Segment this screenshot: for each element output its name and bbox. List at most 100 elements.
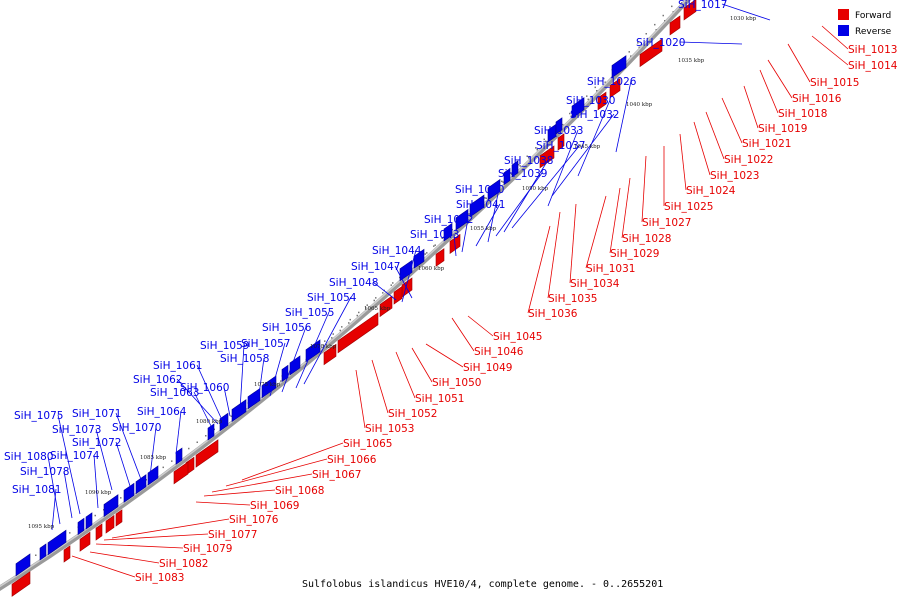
label-leader-line <box>47 455 61 525</box>
gene-label[interactable]: SiH_1038 <box>504 155 553 167</box>
gene-label[interactable]: SiH_1048 <box>329 277 378 289</box>
gene-label[interactable]: SiH_1054 <box>307 292 357 304</box>
gene-label[interactable]: SiH_1070 <box>112 422 161 434</box>
gene-label[interactable]: SiH_1018 <box>778 108 827 120</box>
reverse-gene-block <box>77 517 85 536</box>
label-leader-line <box>211 473 313 493</box>
gene-label[interactable]: SiH_1066 <box>327 454 377 466</box>
tick-dot <box>205 435 207 437</box>
gene-label[interactable]: SiH_1020 <box>636 37 685 49</box>
gene-label[interactable]: SiH_1074 <box>50 450 100 462</box>
gene-label[interactable]: SiH_1049 <box>463 362 512 374</box>
gene-label[interactable]: SiH_1013 <box>848 44 897 56</box>
gene-label[interactable]: SiH_1040 <box>455 184 504 196</box>
gene-label[interactable]: SiH_1044 <box>372 245 422 257</box>
gene-label[interactable]: SiH_1062 <box>133 374 182 386</box>
gene-label[interactable]: SiH_1046 <box>474 346 524 358</box>
gene-label[interactable]: SiH_1055 <box>285 307 334 319</box>
gene-label[interactable]: SiH_1031 <box>586 263 635 275</box>
gene-label[interactable]: SiH_1026 <box>587 76 637 88</box>
gene-label[interactable]: SiH_1056 <box>262 322 312 334</box>
tick-dot <box>535 147 537 149</box>
gene-label[interactable]: SiH_1017 <box>678 0 727 11</box>
gene-label[interactable]: SiH_1028 <box>622 233 671 245</box>
label-leader-line <box>269 342 286 397</box>
gene-label[interactable]: SiH_1032 <box>570 109 619 121</box>
gene-label[interactable]: SiH_1078 <box>20 466 69 478</box>
reverse-gene-block <box>85 512 93 530</box>
label-leader-line <box>175 410 182 455</box>
tick-dot <box>280 380 282 382</box>
gene-label[interactable]: SiH_1075 <box>14 410 63 422</box>
gene-label[interactable]: SiH_1060 <box>180 382 229 394</box>
gene-label[interactable]: SiH_1042 <box>424 214 473 226</box>
gene-label[interactable]: SiH_1043 <box>410 229 459 241</box>
gene-label[interactable]: SiH_1080 <box>4 451 53 463</box>
gene-label[interactable]: SiH_1083 <box>135 572 184 584</box>
gene-label[interactable]: SiH_1024 <box>686 185 736 197</box>
label-leader-line <box>176 378 219 425</box>
tick-dot <box>426 252 428 254</box>
gene-label[interactable]: SiH_1034 <box>570 278 620 290</box>
label-leader-line <box>401 249 417 303</box>
gene-label[interactable]: SiH_1069 <box>250 500 299 512</box>
reverse-gene-block <box>469 194 485 218</box>
gene-label[interactable]: SiH_1029 <box>610 248 659 260</box>
gene-label[interactable]: SiH_1037 <box>536 140 585 152</box>
forward-gene-block <box>337 312 379 354</box>
gene-label[interactable]: SiH_1051 <box>415 393 464 405</box>
label-leader-line <box>679 133 687 191</box>
gene-label[interactable]: SiH_1039 <box>498 168 547 180</box>
gene-label[interactable]: SiH_1045 <box>493 331 542 343</box>
gene-label[interactable]: SiH_1015 <box>810 77 859 89</box>
gene-label[interactable]: SiH_1022 <box>724 154 773 166</box>
gene-label[interactable]: SiH_1053 <box>365 423 414 435</box>
gene-label[interactable]: SiH_1079 <box>183 543 232 555</box>
label-leader-line <box>641 155 647 223</box>
gene-label[interactable]: SiH_1014 <box>848 60 898 72</box>
gene-label[interactable]: SiH_1065 <box>343 438 392 450</box>
gene-label[interactable]: SiH_1063 <box>150 387 199 399</box>
gene-label[interactable]: SiH_1064 <box>137 406 187 418</box>
gene-label[interactable]: SiH_1047 <box>351 261 400 273</box>
gene-label[interactable]: SiH_1052 <box>388 408 437 420</box>
gene-label[interactable]: SiH_1050 <box>432 377 481 389</box>
gene-label[interactable]: SiH_1059 <box>200 340 249 352</box>
gene-label[interactable]: SiH_1016 <box>792 93 842 105</box>
gene-label[interactable]: SiH_1058 <box>220 353 269 365</box>
gene-label[interactable]: SiH_1030 <box>566 95 615 107</box>
tick-dot <box>349 318 351 321</box>
gene-label[interactable]: SiH_1021 <box>742 138 791 150</box>
gene-label[interactable]: SiH_1033 <box>534 125 583 137</box>
reverse-gene-block <box>571 97 585 119</box>
reverse-gene-block <box>103 494 119 518</box>
tick-dot <box>594 86 596 89</box>
kbp-label: 1080 kbp <box>196 419 223 425</box>
gene-label[interactable]: SiH_1041 <box>456 199 505 211</box>
gene-label[interactable]: SiH_1082 <box>159 558 208 570</box>
gene-label[interactable]: SiH_1057 <box>241 338 290 350</box>
label-leader-line <box>257 357 265 403</box>
gene-label[interactable]: SiH_1071 <box>72 408 121 420</box>
gene-label[interactable]: SiH_1027 <box>642 217 691 229</box>
gene-label[interactable]: SiH_1061 <box>153 360 202 372</box>
gene-label[interactable]: SiH_1068 <box>275 485 324 497</box>
gene-label[interactable]: SiH_1072 <box>72 437 121 449</box>
gene-label[interactable]: SiH_1067 <box>312 469 361 481</box>
gene-label[interactable]: SiH_1077 <box>208 529 257 541</box>
forward-gene-block <box>115 509 123 527</box>
tick-dot <box>348 322 350 324</box>
gene-blocks <box>11 0 697 597</box>
forward-gene-block <box>79 531 91 552</box>
gene-label[interactable]: SiH_1035 <box>548 293 597 305</box>
gene-label[interactable]: SiH_1025 <box>664 201 713 213</box>
legend-reverse-swatch <box>838 25 849 36</box>
gene-label[interactable]: SiH_1081 <box>12 484 61 496</box>
gene-label[interactable]: SiH_1036 <box>528 308 578 320</box>
tick-dot <box>596 90 598 92</box>
label-leader-line <box>57 414 81 515</box>
gene-label[interactable]: SiH_1019 <box>758 123 807 135</box>
gene-label[interactable]: SiH_1073 <box>52 424 101 436</box>
gene-label[interactable]: SiH_1076 <box>229 514 279 526</box>
gene-label[interactable]: SiH_1023 <box>710 170 759 182</box>
